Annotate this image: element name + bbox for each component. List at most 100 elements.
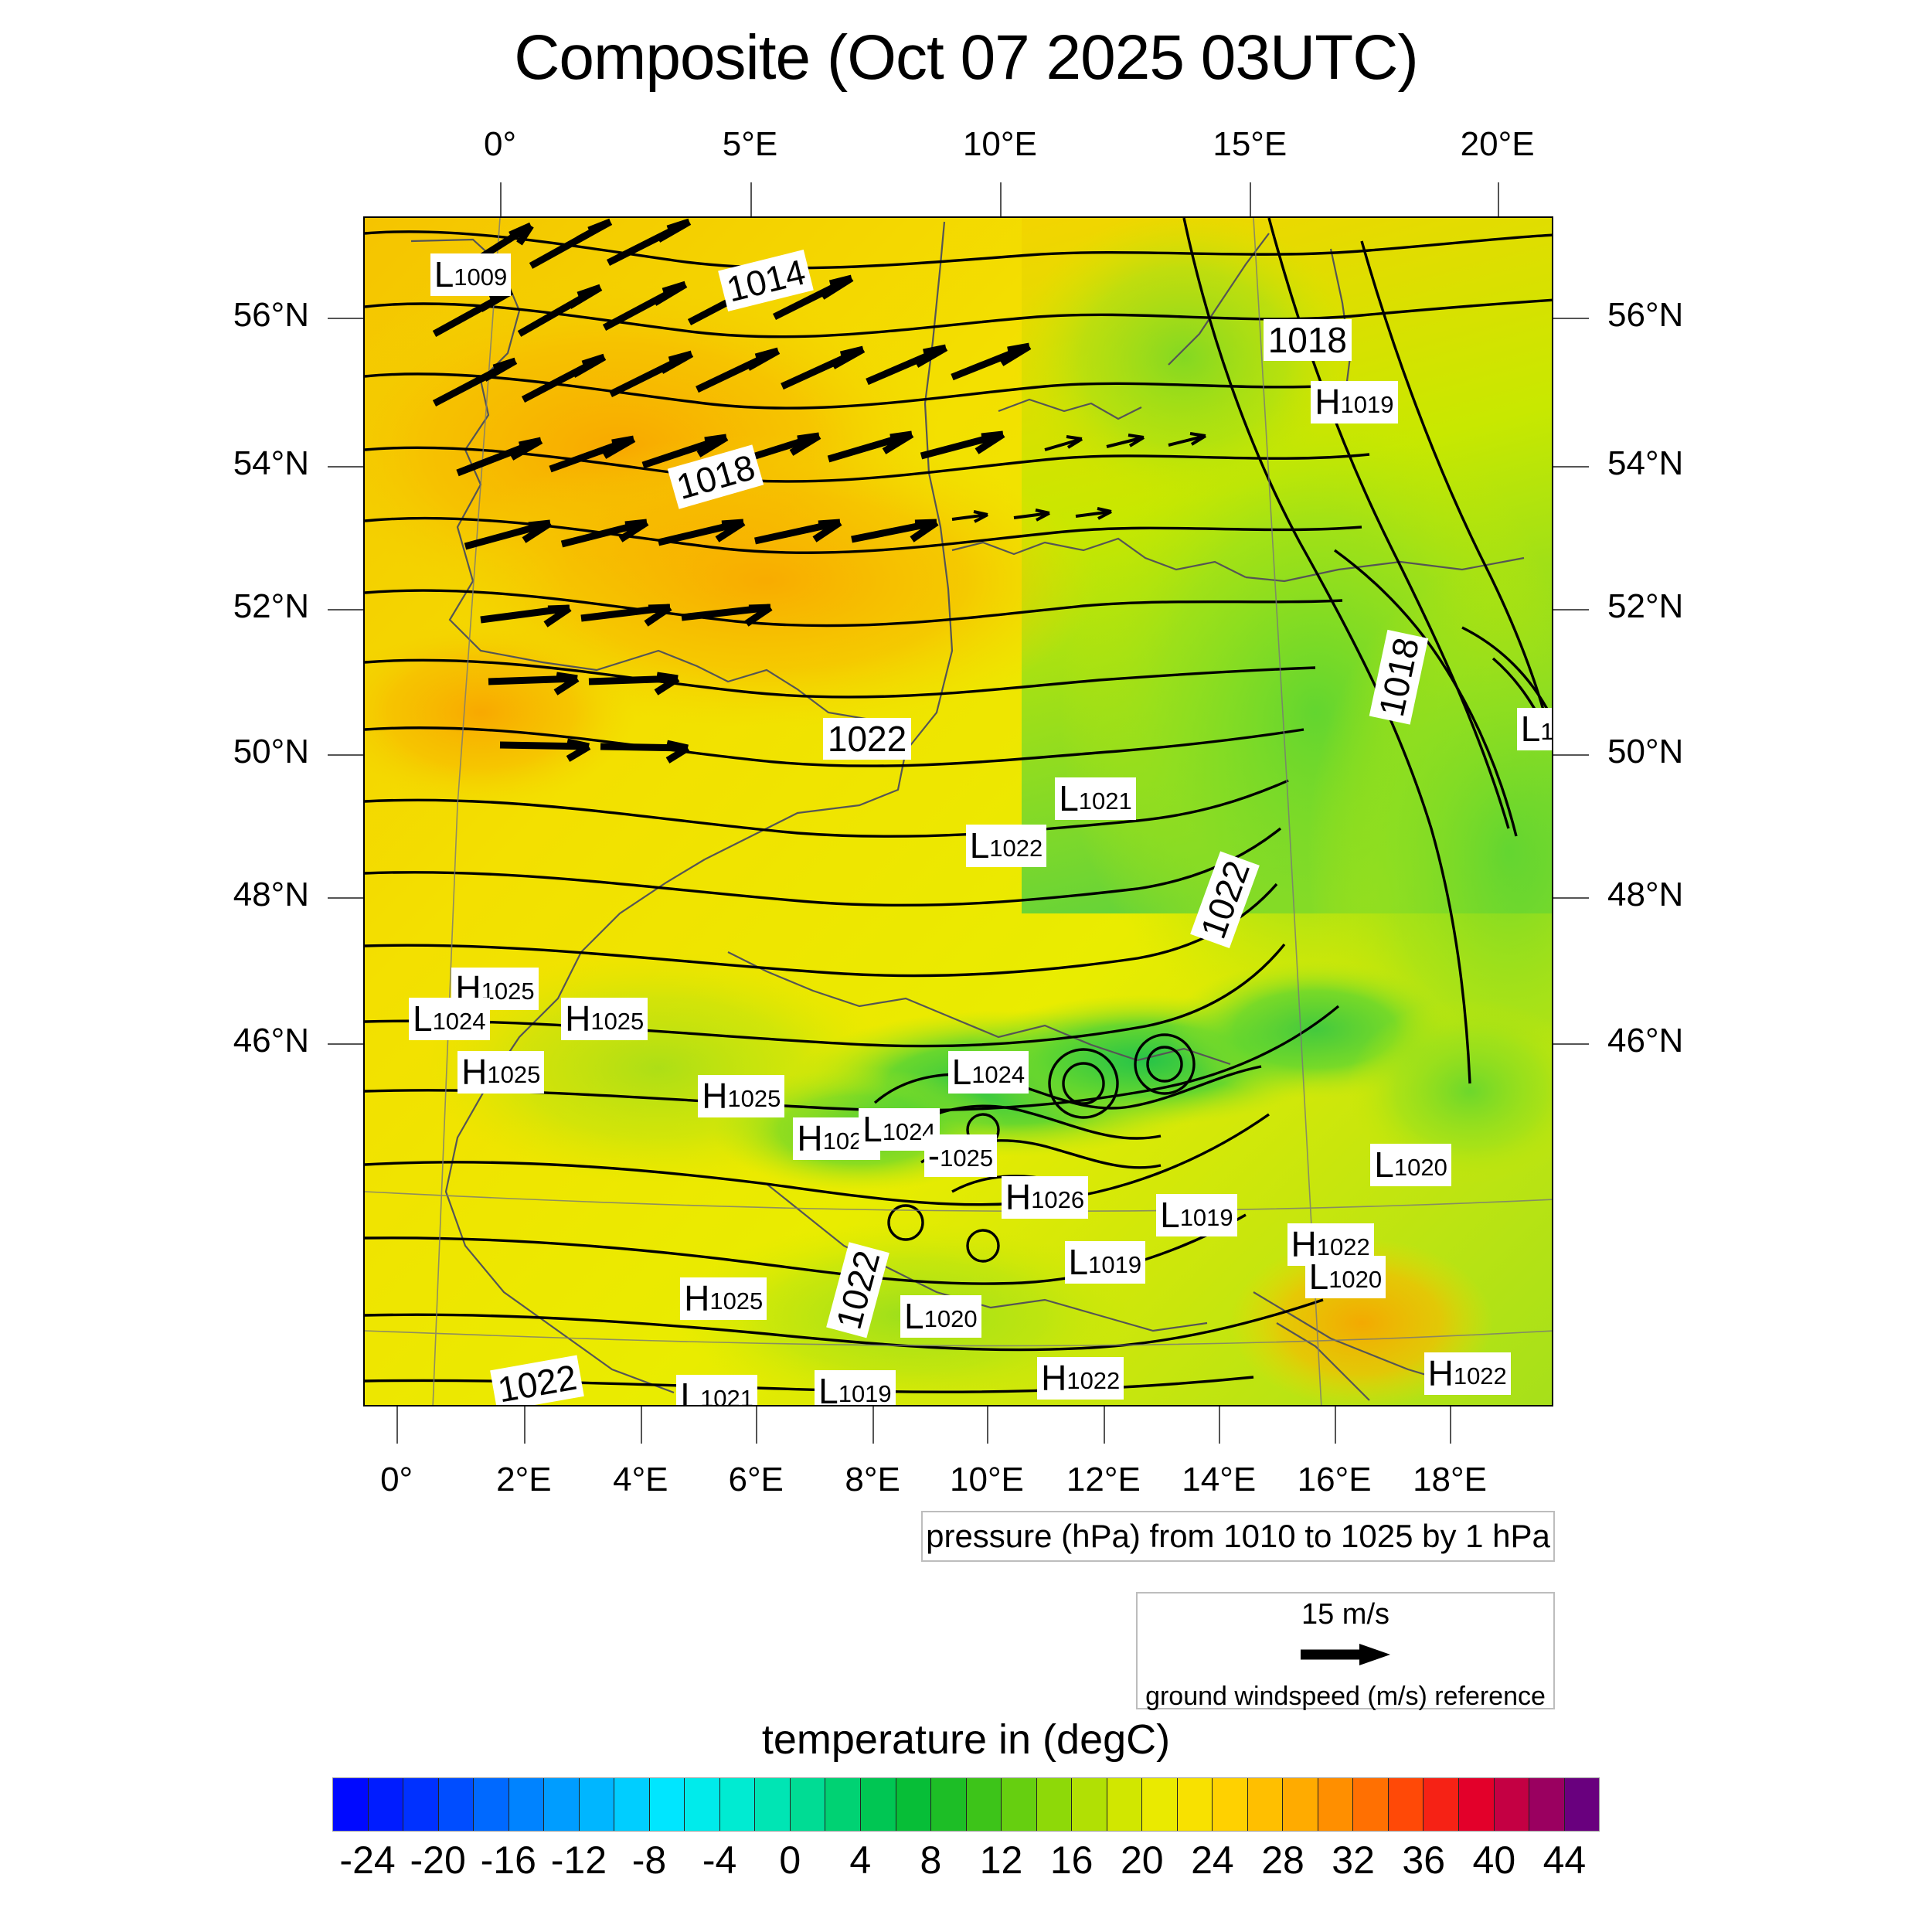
colorbar-swatch	[896, 1778, 932, 1831]
axis-tick-bottom	[1219, 1406, 1221, 1444]
axis-label-right: 56°N	[1607, 295, 1684, 334]
axis-label-right: 54°N	[1607, 444, 1684, 483]
colorbar-swatch	[825, 1778, 861, 1831]
pressure-marker: H1022	[1037, 1356, 1124, 1400]
colorbar-swatch	[1353, 1778, 1389, 1831]
page-title: Composite (Oct 07 2025 03UTC)	[514, 22, 1419, 93]
colorbar-swatch	[1177, 1778, 1213, 1831]
colorbar-swatch	[403, 1778, 439, 1831]
colorbar-tick-label: -24	[339, 1838, 396, 1882]
pressure-marker: L1024	[947, 1051, 1029, 1094]
colorbar-swatch	[1107, 1778, 1143, 1831]
pressure-marker: L1019	[1156, 1193, 1237, 1236]
colorbar-swatch	[649, 1778, 685, 1831]
isobar-layer	[365, 218, 1552, 1393]
axis-tick-top	[1250, 182, 1252, 216]
map-container[interactable]: L1009H1019L1015L1021L1022H1025L1024H1025…	[233, 125, 1684, 1498]
axis-label-left: 48°N	[233, 875, 309, 913]
pressure-marker: H1025	[561, 997, 648, 1040]
pressure-marker: L1020	[900, 1294, 981, 1338]
graticule-layer	[365, 218, 1552, 1405]
colorbar-swatch	[579, 1778, 615, 1831]
axis-label-bottom: 2°E	[496, 1461, 552, 1498]
colorbar-tick-label: -4	[702, 1838, 737, 1882]
colorbar-tick-label: 16	[1049, 1838, 1094, 1882]
pressure-legend: pressure (hPa) from 1010 to 1025 by 1 hP…	[921, 1511, 1555, 1562]
axis-tick-top	[500, 182, 502, 216]
axis-tick-bottom	[1103, 1406, 1105, 1444]
pressure-marker: -1025	[923, 1134, 998, 1177]
axis-label-bottom: 14°E	[1182, 1461, 1257, 1498]
isobar-label: 1022	[822, 717, 912, 760]
axis-label-bottom: 8°E	[845, 1461, 900, 1498]
colorbar-swatch	[544, 1778, 580, 1831]
axis-label-bottom: 16°E	[1297, 1461, 1372, 1498]
axis-tick-bottom	[523, 1406, 526, 1444]
axis-tick-left	[328, 609, 363, 611]
colorbar-tick-label: 36	[1402, 1838, 1446, 1882]
axis-tick-right	[1553, 1043, 1589, 1046]
axis-tick-bottom	[396, 1406, 399, 1444]
axis-tick-bottom	[1450, 1406, 1452, 1444]
pressure-legend-text: pressure (hPa) from 1010 to 1025 by 1 hP…	[926, 1518, 1550, 1554]
axis-label-left: 50°N	[233, 733, 309, 771]
colorbar-tick-label: 8	[920, 1838, 942, 1882]
colorbar-swatch	[1388, 1778, 1424, 1831]
colorbar-tick-label: 12	[979, 1838, 1023, 1882]
axis-tick-left	[328, 896, 363, 899]
colorbar-swatch	[474, 1778, 509, 1831]
colorbar-swatch	[1036, 1778, 1073, 1831]
axis-label-left: 46°N	[233, 1022, 309, 1060]
pressure-marker: L1024	[408, 997, 490, 1040]
pressure-marker: H1025	[457, 1051, 545, 1094]
axis-label-bottom: 4°E	[613, 1461, 668, 1498]
colorbar-title: temperature in (degC)	[761, 1716, 1171, 1763]
axis-label-top: 10°E	[962, 125, 1037, 163]
pressure-marker: L1019	[815, 1369, 896, 1405]
pressure-marker: L1015	[1516, 708, 1552, 751]
colorbar-tick-label: -20	[410, 1838, 466, 1882]
axis-tick-left	[328, 1043, 363, 1046]
colorbar-swatch	[790, 1778, 826, 1831]
colorbar-swatch	[1002, 1778, 1037, 1831]
colorbar-swatch	[1142, 1778, 1178, 1831]
colorbar-swatch	[1213, 1778, 1248, 1831]
axis-tick-left	[328, 466, 363, 468]
axis-label-top: 20°E	[1460, 125, 1535, 163]
right-arrow-icon	[1301, 1644, 1390, 1665]
colorbar-swatch	[1423, 1778, 1459, 1831]
wind-legend: 15 m/s ground windspeed (m/s) reference	[1136, 1592, 1555, 1711]
colorbar-swatch	[1072, 1778, 1107, 1831]
colorbar-tick-label: 44	[1543, 1838, 1587, 1882]
wind-legend-value: 15 m/s	[1301, 1598, 1390, 1631]
colorbar-swatch	[368, 1778, 404, 1831]
temperature-colorbar	[332, 1777, 1600, 1832]
pressure-marker: H1025	[698, 1074, 785, 1117]
colorbar-swatch	[438, 1778, 474, 1831]
colorbar-tick-label: -16	[480, 1838, 536, 1882]
axis-label-left: 52°N	[233, 587, 309, 626]
pressure-marker: L1021	[676, 1374, 758, 1405]
axis-tick-right	[1553, 317, 1589, 319]
axis-tick-bottom	[872, 1406, 875, 1444]
colorbar-swatch	[1247, 1778, 1284, 1831]
pressure-marker: L1020	[1370, 1144, 1451, 1187]
axis-tick-right	[1553, 609, 1589, 611]
colorbar-tick-label: -8	[631, 1838, 667, 1882]
colorbar-swatch	[966, 1778, 1002, 1831]
axis-label-right: 52°N	[1607, 587, 1684, 626]
axis-tick-bottom	[986, 1406, 988, 1444]
axis-label-bottom: 12°E	[1066, 1461, 1141, 1498]
weather-map[interactable]: L1009H1019L1015L1021L1022H1025L1024H1025…	[363, 216, 1553, 1406]
axis-tick-bottom	[756, 1406, 758, 1444]
colorbar-tick-label: -12	[550, 1838, 607, 1882]
axis-tick-right	[1553, 466, 1589, 468]
colorbar-swatch	[685, 1778, 720, 1831]
colorbar-swatch	[931, 1778, 967, 1831]
axis-label-right: 50°N	[1607, 733, 1684, 771]
colorbar-tick-label: 40	[1472, 1838, 1516, 1882]
axis-label-bottom: 18°E	[1413, 1461, 1487, 1498]
axis-tick-top	[1497, 182, 1499, 216]
isobar-label: 1018	[1263, 318, 1352, 362]
colorbar-swatch	[860, 1778, 896, 1831]
